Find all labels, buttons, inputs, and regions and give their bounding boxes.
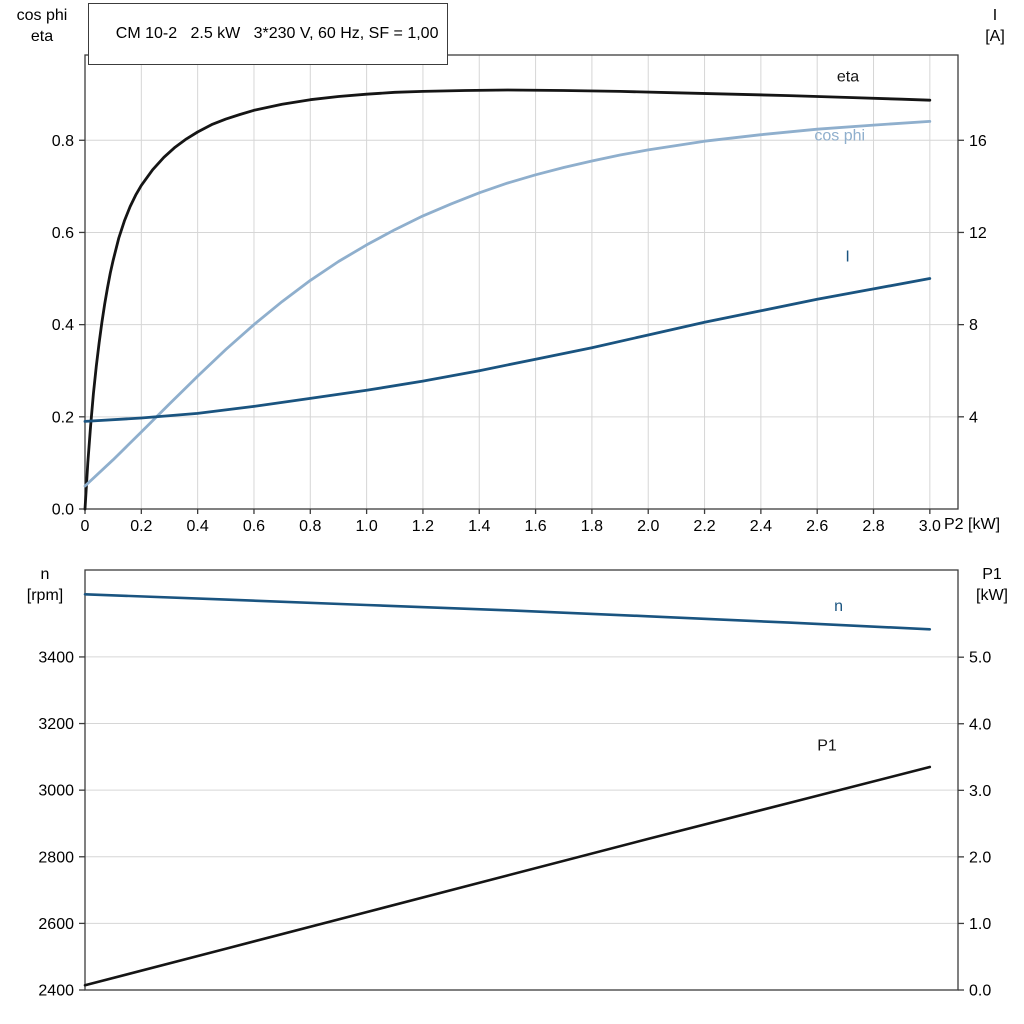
y-left-tick-label: 0.6 [52, 225, 74, 242]
curve-input-power [83, 765, 932, 987]
left-axis-title-line2: eta [30, 28, 54, 45]
right-axis-title-line1: I [992, 7, 998, 24]
curve-label-cos-phi: cos phi [814, 127, 865, 144]
right-axis-title-line2: [A] [985, 28, 1005, 45]
x-tick-label: 2.6 [806, 518, 828, 535]
x-tick-label: 0.4 [187, 518, 209, 535]
x-tick-label: 1.4 [468, 518, 490, 535]
curve-label-input-power: P1 [817, 737, 837, 754]
x-tick-label: 2.8 [862, 518, 884, 535]
x-tick-label: 0 [81, 518, 90, 535]
left-axis-title-top: cos phi eta [2, 5, 82, 47]
x-tick-label: 1.2 [412, 518, 434, 535]
x-tick-label: 2.4 [750, 518, 772, 535]
x-tick-label: 2.0 [637, 518, 659, 535]
x-axis-label: P2 [kW] [944, 516, 1001, 533]
y-right-tick-label: 5.0 [969, 650, 991, 667]
chart-title: CM 10-2 2.5 kW 3*230 V, 60 Hz, SF = 1,00 [115, 25, 439, 42]
y-right-tick-label: 4.0 [969, 716, 991, 733]
y-left-tick-label: 3000 [38, 783, 74, 800]
y-right-tick-label: 16 [969, 133, 987, 150]
curve-current [83, 277, 932, 423]
left-axis-title-bottom-line2: [rpm] [26, 587, 64, 604]
y-left-tick-label: 0.8 [52, 133, 74, 150]
y-left-tick-label: 2600 [38, 916, 74, 933]
y-right-tick-label: 1.0 [969, 916, 991, 933]
y-left-tick-label: 0.2 [52, 409, 74, 426]
x-tick-label: 2.2 [693, 518, 715, 535]
right-axis-title-bottom-line1: P1 [982, 566, 1002, 583]
curve-speed [83, 592, 932, 631]
y-left-tick-label: 0.4 [52, 317, 74, 334]
chart-title-box: CM 10-2 2.5 kW 3*230 V, 60 Hz, SF = 1,00 [88, 3, 449, 65]
x-tick-label: 1.8 [581, 518, 603, 535]
x-tick-label: 0.6 [243, 518, 265, 535]
x-tick-label: 0.8 [299, 518, 321, 535]
curve-label-speed: n [834, 598, 843, 615]
y-right-tick-label: 0.0 [969, 983, 991, 1000]
y-right-tick-label: 12 [969, 225, 987, 242]
right-axis-title-top: I [A] [970, 5, 1020, 47]
curve-label-current: I [845, 248, 849, 265]
curve-label-eta: eta [837, 68, 859, 85]
left-axis-title-bottom-line1: n [40, 566, 50, 583]
x-tick-label: 1.0 [355, 518, 377, 535]
x-tick-label: 3.0 [919, 518, 941, 535]
curve-eta [83, 88, 932, 511]
y-right-tick-label: 4 [969, 409, 978, 426]
left-axis-title-bottom: n [rpm] [12, 564, 78, 606]
plot-frame [84, 569, 959, 991]
y-right-tick-label: 2.0 [969, 849, 991, 866]
y-right-tick-label: 3.0 [969, 783, 991, 800]
y-left-tick-label: 3400 [38, 649, 74, 666]
y-left-tick-label: 3200 [38, 716, 74, 733]
right-axis-title-bottom: P1 [kW] [962, 564, 1022, 606]
left-axis-title-line1: cos phi [16, 7, 68, 24]
curve-cos-phi [83, 120, 932, 488]
plot-frame [84, 54, 959, 510]
right-axis-title-bottom-line2: [kW] [976, 587, 1008, 604]
x-tick-label: 0.2 [130, 518, 152, 535]
y-left-tick-label: 2400 [38, 983, 74, 1000]
y-left-tick-label: 0.0 [52, 502, 74, 519]
y-right-tick-label: 8 [969, 317, 978, 334]
x-tick-label: 1.6 [524, 518, 546, 535]
y-left-tick-label: 2800 [38, 849, 74, 866]
